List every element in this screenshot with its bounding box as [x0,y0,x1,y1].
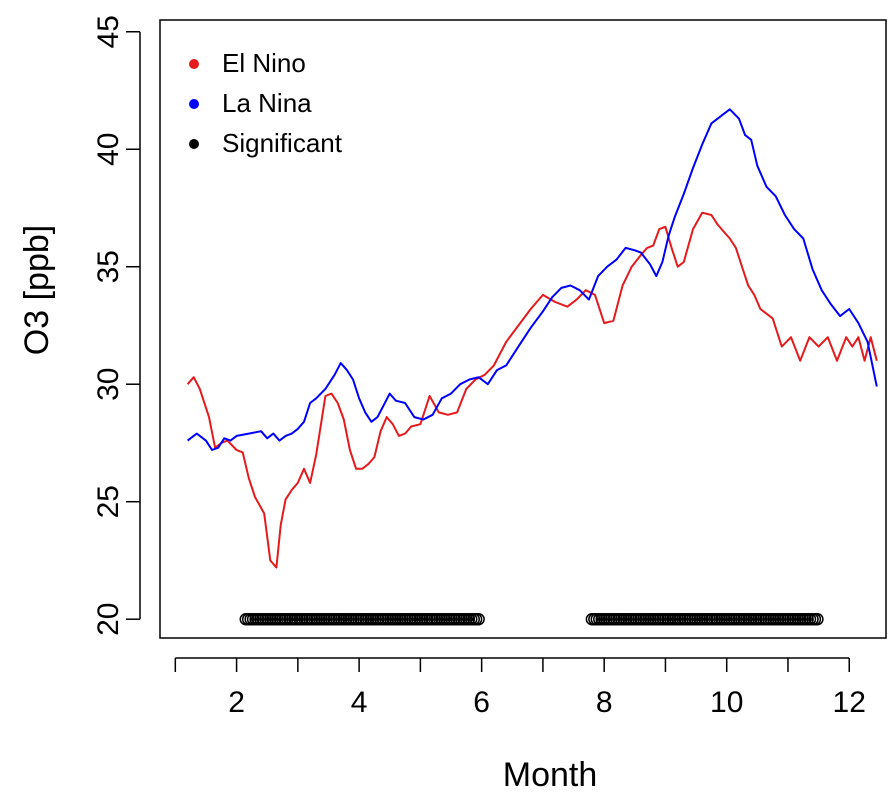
legend-marker [189,139,199,149]
significant-point [811,612,824,626]
x-tick-label: 10 [710,686,743,719]
significant-point [472,612,485,626]
x-axis-title: Month [503,756,598,794]
legend-label: El Nino [222,48,306,78]
y-axis-title: O3 [ppb] [18,225,56,355]
legend-label: La Nina [222,88,312,118]
y-tick-label: 20 [92,603,125,636]
y-ticks: 20 25 30 35 40 45 [92,15,140,636]
x-tick-label: 4 [351,686,368,719]
legend-marker [189,99,199,109]
x-tick-label: 8 [596,686,613,719]
y-tick-label: 40 [92,133,125,166]
legend-marker [189,59,199,69]
x-tick-label: 6 [473,686,490,719]
x-tick-label: 2 [228,686,245,719]
series-line-la-nina [186,108,878,451]
x-tick-label: 12 [833,686,866,719]
series-lines [186,108,878,569]
plot-frame [159,19,887,639]
legend-label: Significant [222,128,343,158]
series-line-el-nino [186,211,878,569]
y-tick-label: 30 [92,368,125,401]
y-axis: 20 25 30 35 40 45 [92,15,141,636]
legend: El Nino La Nina Significant [189,48,343,158]
x-ticks: 2 4 6 8 10 12 [174,658,866,719]
x-axis: 2 4 6 8 10 12 [174,657,866,719]
y-tick-label: 45 [92,15,125,48]
plot-area [159,19,887,639]
y-tick-label: 25 [92,485,125,518]
y-tick-label: 35 [92,250,125,283]
significant-markers [239,612,824,626]
